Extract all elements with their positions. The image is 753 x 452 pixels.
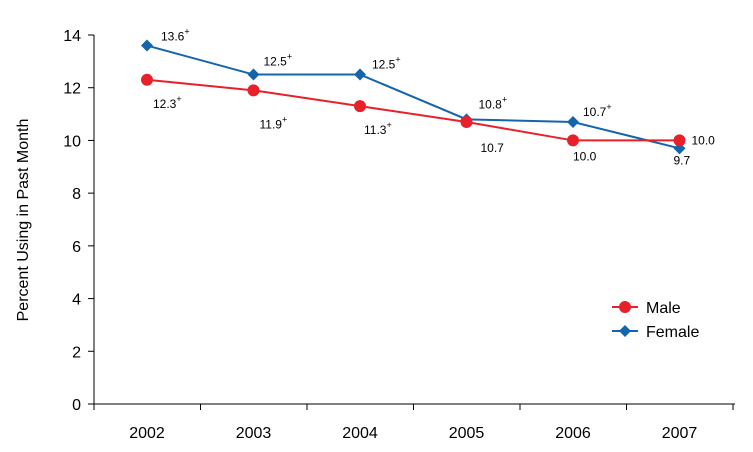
point-female (141, 39, 153, 52)
point-male (567, 134, 579, 147)
x-tick-label: 2002 (129, 425, 165, 442)
data-label-male: 10.7 (481, 141, 505, 155)
y-tick-label: 6 (72, 239, 81, 256)
legend-label: Female (646, 324, 699, 341)
legend-item-female: Female (612, 324, 699, 341)
series-line-female (146, 44, 680, 150)
legend-marker-circle (619, 301, 631, 313)
data-label-female: 13.6+ (161, 27, 190, 44)
point-male (460, 115, 473, 128)
axes: 0 2 4 6 8 10 12 14 2002 2003 2004 2005 2006 2007 (63, 28, 735, 442)
point-female (567, 115, 579, 128)
legend-marker-diamond (619, 325, 631, 337)
y-tick-label: 0 (72, 397, 81, 414)
point-male (354, 100, 366, 113)
series-line-male (146, 78, 680, 142)
data-label-female: 12.5+ (372, 55, 401, 72)
y-tick-label: 10 (63, 133, 81, 150)
data-label-female: 10.7+ (583, 102, 612, 119)
y-tick-label: 14 (63, 28, 81, 45)
data-label-male: 11.3+ (364, 120, 392, 137)
data-label-male: 10.0 (692, 133, 716, 147)
point-male (247, 84, 260, 97)
x-tick-label: 2003 (236, 425, 272, 442)
data-label-male: 10.0 (573, 149, 597, 163)
x-tick-label: 2004 (342, 425, 378, 442)
x-tick-label: 2007 (662, 425, 698, 442)
legend: Male Female (612, 300, 699, 341)
data-labels: 13.6+ 12.5+ 12.5+ 10.8+ 10.7+ 9.7 12.3+ 11.9+ 11… (153, 27, 715, 168)
y-axis-label: Percent Using in Past Month (15, 119, 32, 322)
data-label-female: 10.8+ (479, 94, 508, 111)
data-label-male: 12.3+ (153, 94, 182, 111)
y-tick-label: 2 (72, 344, 81, 361)
point-female (354, 68, 366, 81)
x-tick-label: 2006 (555, 425, 591, 442)
point-female (247, 68, 260, 81)
x-tick-label: 2005 (449, 425, 485, 442)
series-layer (141, 39, 686, 155)
legend-item-male: Male (612, 300, 681, 317)
data-label-female: 12.5+ (264, 52, 293, 69)
y-tick-label: 8 (72, 186, 81, 203)
y-tick-label: 4 (72, 292, 81, 309)
data-label-female: 9.7 (674, 153, 691, 167)
point-male (673, 134, 686, 147)
data-label-male: 11.9+ (260, 114, 288, 131)
legend-label: Male (646, 300, 681, 317)
point-male (141, 73, 153, 86)
y-tick-label: 12 (63, 81, 81, 98)
